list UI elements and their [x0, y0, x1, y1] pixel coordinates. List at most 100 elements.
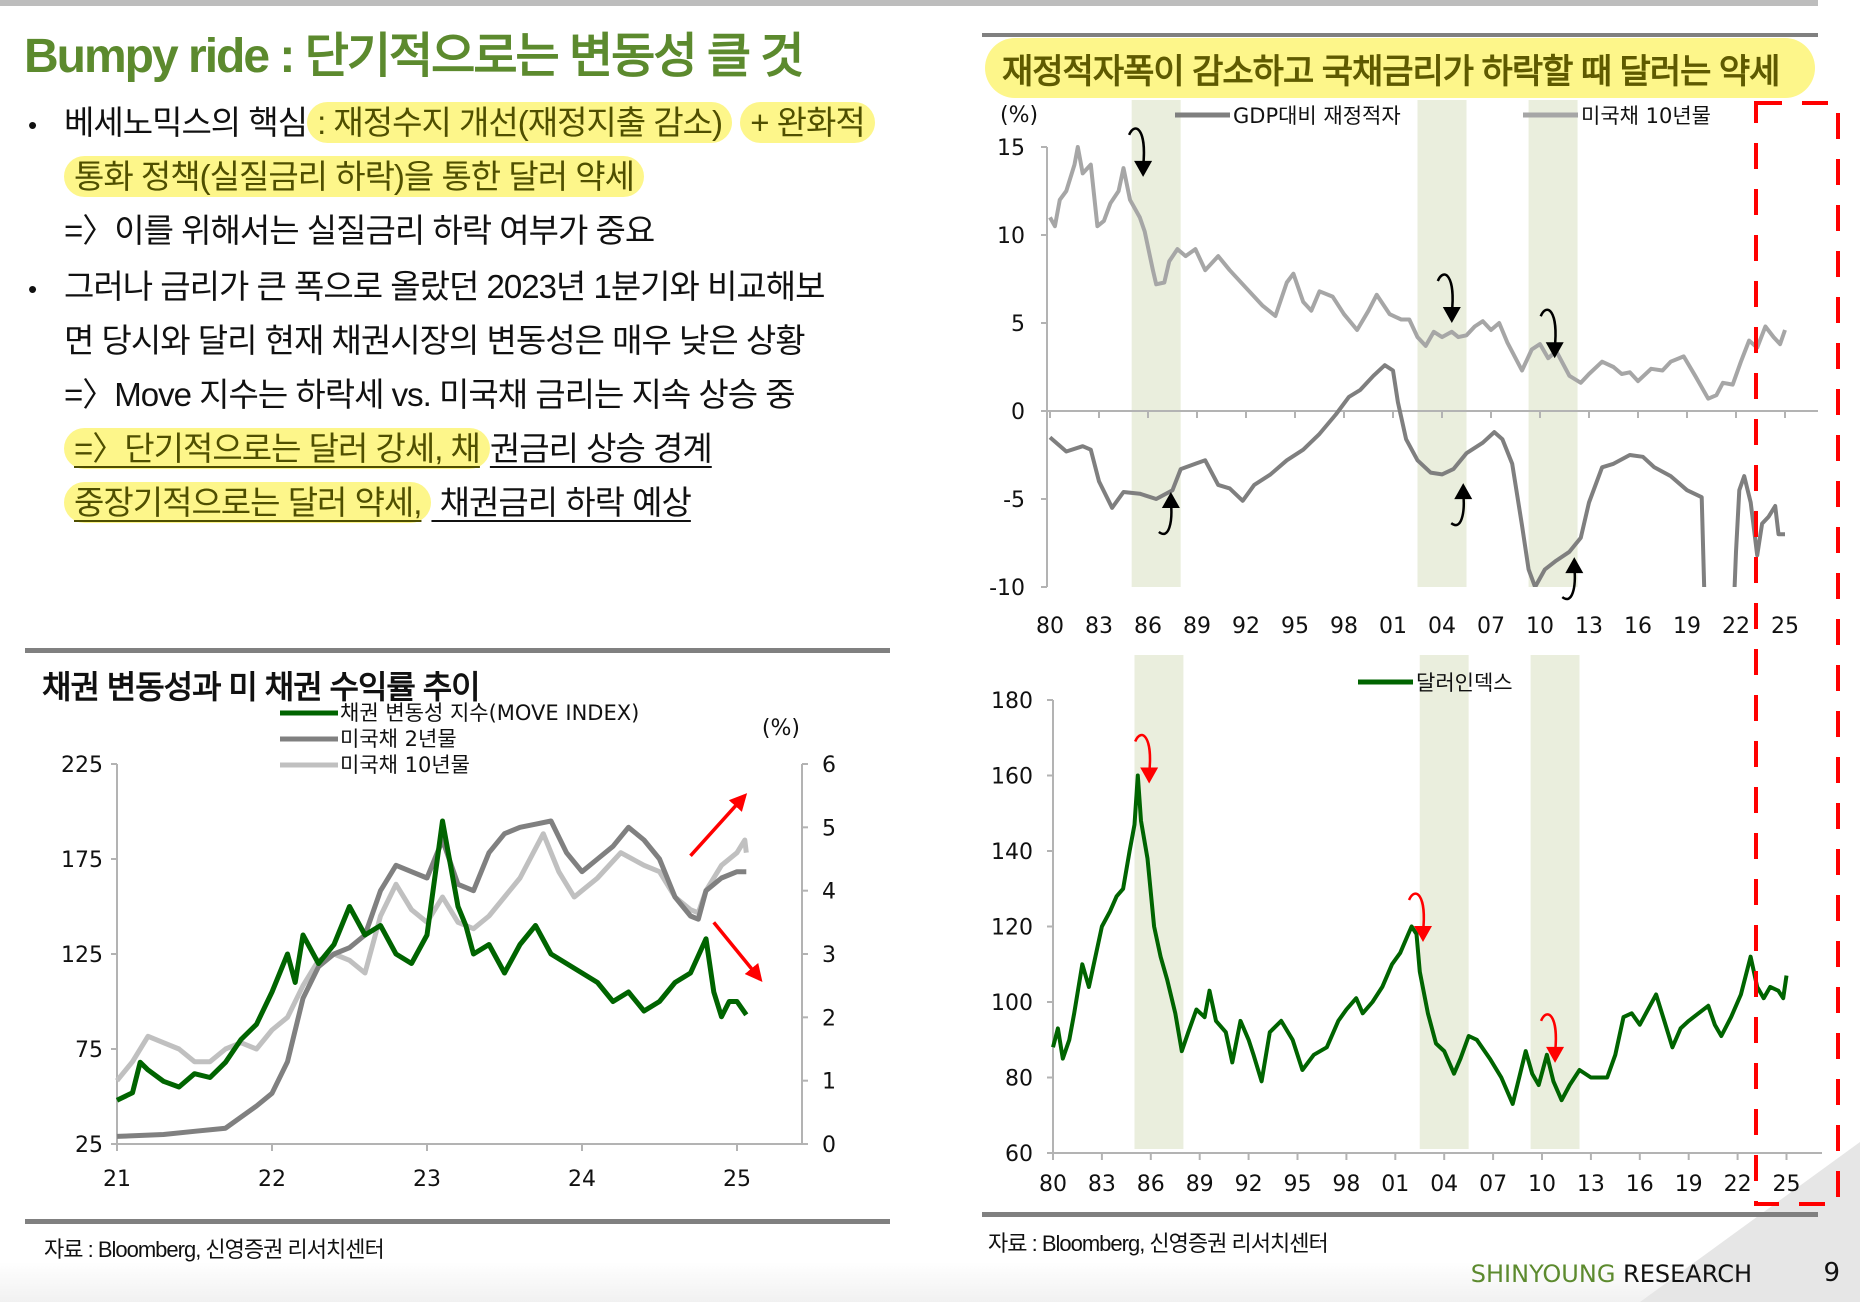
brand-green-text: SHINYOUNG	[1470, 1260, 1616, 1288]
highlighted-text: =〉단기적으로는 달러 강세, 채	[64, 428, 490, 469]
curved-arrow-annotation-curve	[1436, 273, 1454, 314]
y-tick-label: 140	[991, 840, 1033, 865]
y-tick-label-right: 3	[822, 943, 836, 968]
x-tick-label: 13	[1577, 1172, 1605, 1197]
text-segment: 그러나 금리가 큰 폭으로 올랐던 2023년 1분기와 비교해보	[64, 268, 826, 305]
curved-arrow-annotation-head	[1546, 1046, 1565, 1063]
y-tick-label: 160	[991, 765, 1033, 790]
shaded-period	[1419, 655, 1469, 1149]
text-segment: 면 당시와 달리 현재 채권시장의 변동성은 매우 낮은 상황	[64, 322, 806, 359]
y-tick-label: 60	[1005, 1142, 1033, 1167]
x-tick-label: 98	[1332, 1172, 1360, 1197]
x-tick-label: 86	[1134, 614, 1162, 639]
bullet-line: 그러나 금리가 큰 폭으로 올랐던 2023년 1분기와 비교해보	[64, 260, 826, 314]
right-axis-unit-label: (%)	[762, 716, 800, 741]
x-tick-label: 07	[1479, 1172, 1507, 1197]
bullet-line: 베세노믹스의 핵심: 재정수지 개선(재정지출 감소) + 완화적	[64, 96, 875, 150]
y-tick-label-left: 125	[61, 943, 103, 968]
x-tick-label: 92	[1232, 614, 1260, 639]
x-tick-label: 16	[1624, 614, 1652, 639]
x-tick-label: 86	[1137, 1172, 1165, 1197]
y-tick-label-left: 25	[75, 1133, 103, 1158]
left-chart-title: 채권 변동성과 미 채권 수익률 추이	[42, 669, 481, 705]
text-segment: 베세노믹스의 핵심	[64, 104, 308, 141]
series-line-ust-10y	[1048, 145, 1787, 401]
x-tick-label: 80	[1036, 614, 1064, 639]
y-tick-label-right: 5	[822, 816, 836, 841]
x-tick-label: 19	[1675, 1172, 1703, 1197]
x-tick-label: 98	[1330, 614, 1358, 639]
series-line-fiscal-deficit	[1048, 363, 1785, 587]
curved-arrow-annotation-head	[1134, 160, 1153, 177]
bullet-line: =〉이를 위해서는 실질금리 하락 여부가 중요	[64, 204, 655, 258]
curved-arrow-annotation-curve	[1539, 1013, 1558, 1053]
y-tick-label-right: 6	[822, 753, 836, 778]
trend-arrow-annotation	[689, 793, 748, 858]
x-tick-label: 10	[1528, 1172, 1556, 1197]
x-tick-label: 10	[1526, 614, 1554, 639]
x-tick-label: 95	[1281, 614, 1309, 639]
bullet-line: =〉Move 지수는 하락세 vs. 미국채 금리는 지속 상승 중	[64, 368, 796, 422]
y-tick-label: 10	[997, 224, 1025, 249]
bullet-icon: •	[28, 110, 37, 140]
x-tick-label: 23	[413, 1167, 441, 1192]
curved-arrow-annotation-head	[1442, 307, 1461, 323]
highlight-dashed-box	[1754, 101, 1840, 1206]
series-line-move-index	[115, 818, 749, 1103]
y-tick-label: 15	[997, 136, 1025, 161]
footer-background	[0, 1262, 1860, 1302]
highlighted-text: + 완화적	[740, 102, 875, 143]
left-panel-bottom-divider	[25, 1219, 890, 1224]
x-tick-label: 89	[1183, 614, 1211, 639]
highlighted-text: 중장기적으로는 달러 약세,	[64, 482, 432, 523]
x-tick-label: 25	[1773, 1172, 1801, 1197]
x-tick-label: 04	[1428, 614, 1456, 639]
shaded-period	[1131, 100, 1181, 587]
x-tick-label: 21	[103, 1167, 131, 1192]
curved-arrow-annotation-head	[1545, 342, 1564, 359]
x-tick-label: 22	[1722, 614, 1750, 639]
x-tick-label: 25	[1771, 614, 1799, 639]
right-headline: 재정적자폭이 감소하고 국채금리가 하락할 때 달러는 약세	[1002, 53, 1780, 91]
x-tick-label: 01	[1379, 614, 1407, 639]
bullet-line: 중장기적으로는 달러 약세, 채권금리 하락 예상	[64, 476, 692, 530]
y-tick-label-right: 1	[822, 1070, 836, 1095]
highlighted-text: : 재정수지 개선(재정지출 감소)	[307, 102, 733, 143]
y-tick-label: 0	[1011, 400, 1025, 425]
x-tick-label: 16	[1626, 1172, 1654, 1197]
bullet-icon: •	[28, 274, 37, 304]
series-line-dollar-index	[1051, 773, 1789, 1106]
x-tick-label: 80	[1039, 1172, 1067, 1197]
curved-arrow-annotation-head	[1161, 491, 1180, 508]
legend-label: GDP대비 재정적자	[1233, 104, 1401, 128]
x-tick-label: 92	[1235, 1172, 1263, 1197]
x-tick-label: 83	[1088, 1172, 1116, 1197]
y-tick-label: 80	[1005, 1067, 1033, 1092]
shaded-period	[1134, 655, 1184, 1149]
shaded-period	[1530, 655, 1580, 1149]
y-tick-label-left: 75	[75, 1038, 103, 1063]
x-tick-label: 22	[258, 1167, 286, 1192]
left-panel-top-divider	[25, 648, 890, 653]
legend-label: 채권 변동성 지수(MOVE INDEX)	[340, 701, 639, 725]
legend-label: 미국채 2년물	[340, 727, 457, 751]
right-source-note: 자료 : Bloomberg, 신영증권 리서치센터	[988, 1231, 1329, 1256]
text-segment: =〉Move 지수는 하락세 vs. 미국채 금리는 지속 상승 중	[64, 376, 796, 413]
page-title: Bumpy ride : 단기적으로는 변동성 클 것	[24, 30, 804, 83]
y-tick-label-right: 0	[822, 1133, 836, 1158]
bullet-line: 면 당시와 달리 현재 채권시장의 변동성은 매우 낮은 상황	[64, 314, 806, 368]
x-tick-label: 04	[1430, 1172, 1458, 1197]
x-tick-label: 22	[1724, 1172, 1752, 1197]
y-tick-label: -10	[989, 576, 1025, 601]
highlighted-text: 통화 정책(실질금리 하락)을 통한 달러 약세	[64, 156, 644, 197]
series-line-ust-2y	[116, 818, 747, 1139]
text-segment: =〉이를 위해서는 실질금리 하락 여부가 중요	[64, 212, 655, 249]
x-tick-label: 13	[1575, 614, 1603, 639]
curved-arrow-annotation-head	[1414, 926, 1433, 943]
y-tick-label-left: 225	[61, 753, 103, 778]
curved-arrow-annotation-head	[1454, 483, 1473, 500]
page-number: 9	[1823, 1258, 1840, 1288]
y-tick-label: -5	[1003, 488, 1025, 513]
x-tick-label: 25	[723, 1167, 751, 1192]
left-source-note: 자료 : Bloomberg, 신영증권 리서치센터	[44, 1237, 385, 1262]
